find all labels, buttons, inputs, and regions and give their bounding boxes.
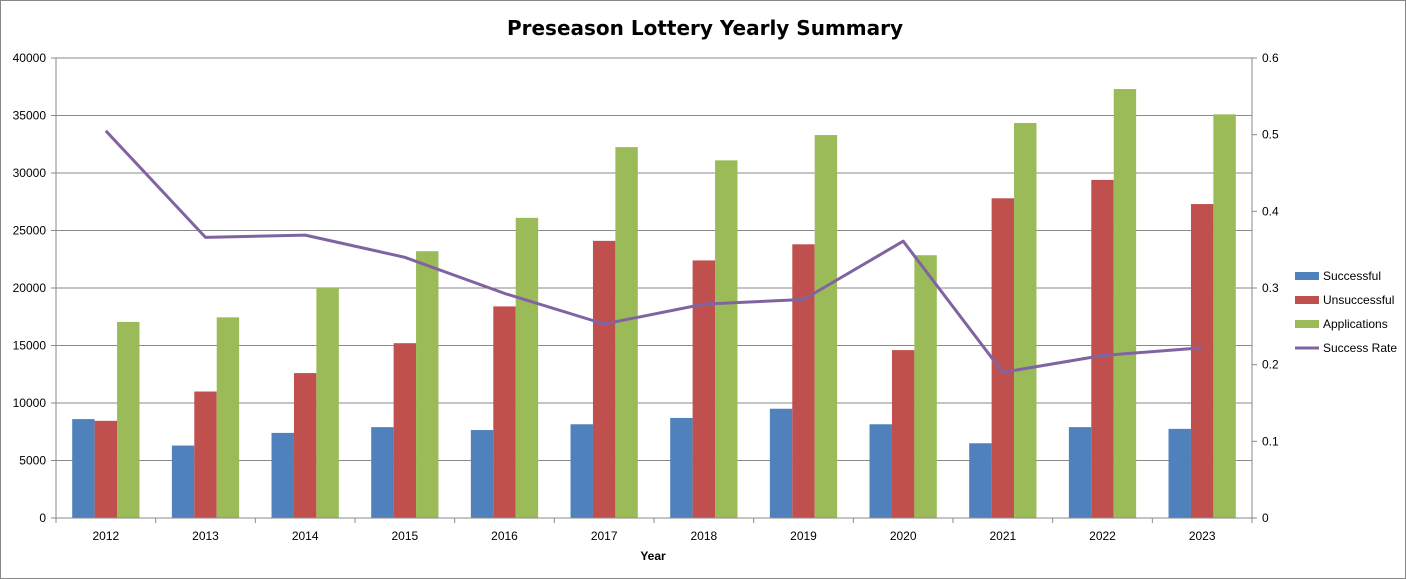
- legend-label-success-rate: Success Rate: [1323, 341, 1397, 355]
- left-tick-label: 5000: [19, 454, 46, 468]
- unsuccessful-bar: [393, 343, 417, 518]
- applications-bar: [814, 135, 838, 519]
- right-tick-label: 0.2: [1262, 358, 1279, 372]
- x-tick-label: 2019: [790, 529, 817, 543]
- applications-bar: [117, 321, 140, 518]
- x-tick-label: 2018: [690, 529, 717, 543]
- x-tick-label: 2020: [890, 529, 917, 543]
- gridlines: [56, 57, 1252, 461]
- left-tick-label: 15000: [13, 339, 47, 353]
- legend-swatch-applications: [1295, 320, 1319, 328]
- left-tick-label: 20000: [13, 281, 47, 295]
- legend-label-successful: Successful: [1323, 269, 1381, 283]
- unsuccessful-bar: [293, 373, 317, 518]
- applications-bar: [914, 255, 937, 518]
- successful-bar: [769, 408, 793, 518]
- successful-bar: [371, 427, 394, 518]
- unsuccessful-bar: [194, 391, 217, 518]
- left-tick-label: 30000: [13, 166, 47, 180]
- unsuccessful-bar: [592, 240, 616, 518]
- bars: [72, 89, 1236, 519]
- successful-bar: [869, 424, 892, 518]
- legend-label-unsuccessful: Unsuccessful: [1323, 293, 1394, 307]
- applications-bar: [515, 217, 539, 518]
- right-tick-label: 0: [1262, 511, 1269, 525]
- left-tick-label: 40000: [13, 51, 47, 65]
- unsuccessful-bar: [94, 420, 118, 518]
- right-tick-label: 0.4: [1262, 204, 1279, 218]
- x-tick-label: 2013: [192, 529, 219, 543]
- successful-bar: [271, 432, 294, 518]
- legend-swatch-unsuccessful: [1295, 296, 1319, 304]
- right-tick-label: 0.1: [1262, 434, 1279, 448]
- legend-swatch-successful: [1295, 272, 1319, 280]
- right-axis-ticks: 0 0.1 0.2 0.3 0.4 0.5 0.6: [1252, 51, 1279, 525]
- unsuccessful-bar: [792, 244, 815, 519]
- successful-bar: [1168, 428, 1191, 518]
- right-tick-label: 0.6: [1262, 51, 1279, 65]
- x-tick-label: 2014: [292, 529, 319, 543]
- left-tick-label: 10000: [13, 396, 47, 410]
- applications-bar: [416, 251, 439, 518]
- x-axis-ticks: 2012 2013 2014 2015 2016 2017 2018 2019 2020 2021…: [55, 518, 1253, 543]
- unsuccessful-bar: [1190, 204, 1214, 519]
- left-tick-label: 0: [39, 511, 46, 525]
- left-tick-label: 25000: [13, 224, 47, 238]
- unsuccessful-bar: [493, 306, 516, 518]
- left-tick-label: 35000: [13, 109, 47, 123]
- applications-bar: [615, 147, 638, 518]
- unsuccessful-bar: [891, 350, 915, 518]
- success-rate-line: [104, 129, 1203, 374]
- x-tick-label: 2015: [391, 529, 418, 543]
- legend: Successful Unsuccessful Applications Succes…: [1295, 269, 1397, 355]
- left-axis-ticks: 0 5000 10000 15000 20000 25000 30000 35000 40000: [13, 51, 56, 525]
- unsuccessful-bar: [991, 198, 1015, 519]
- successful-bar: [171, 445, 195, 518]
- x-tick-label: 2021: [989, 529, 1016, 543]
- x-tick-label: 2023: [1189, 529, 1216, 543]
- chart-title: Preseason Lottery Yearly Summary: [507, 16, 903, 40]
- x-tick-label: 2022: [1089, 529, 1116, 543]
- x-axis-title: Year: [640, 549, 666, 563]
- successful-bar: [969, 443, 992, 518]
- applications-bar: [216, 317, 240, 518]
- successful-bar: [570, 424, 593, 518]
- unsuccessful-bar: [692, 260, 716, 518]
- right-tick-label: 0.5: [1262, 128, 1279, 142]
- applications-bar: [1113, 89, 1137, 519]
- successful-bar: [670, 417, 693, 518]
- legend-label-applications: Applications: [1323, 317, 1388, 331]
- applications-bar: [1213, 114, 1236, 518]
- success-rate-line: [104, 129, 1203, 374]
- successful-bar: [72, 419, 95, 518]
- right-tick-label: 0.3: [1262, 281, 1279, 295]
- successful-bar: [470, 430, 494, 518]
- x-tick-label: 2012: [92, 529, 119, 543]
- applications-bar: [316, 288, 339, 518]
- unsuccessful-bar: [1091, 179, 1114, 518]
- x-tick-label: 2016: [491, 529, 518, 543]
- applications-bar: [1014, 122, 1037, 518]
- x-tick-label: 2017: [591, 529, 618, 543]
- applications-bar: [715, 160, 738, 518]
- successful-bar: [1068, 427, 1092, 518]
